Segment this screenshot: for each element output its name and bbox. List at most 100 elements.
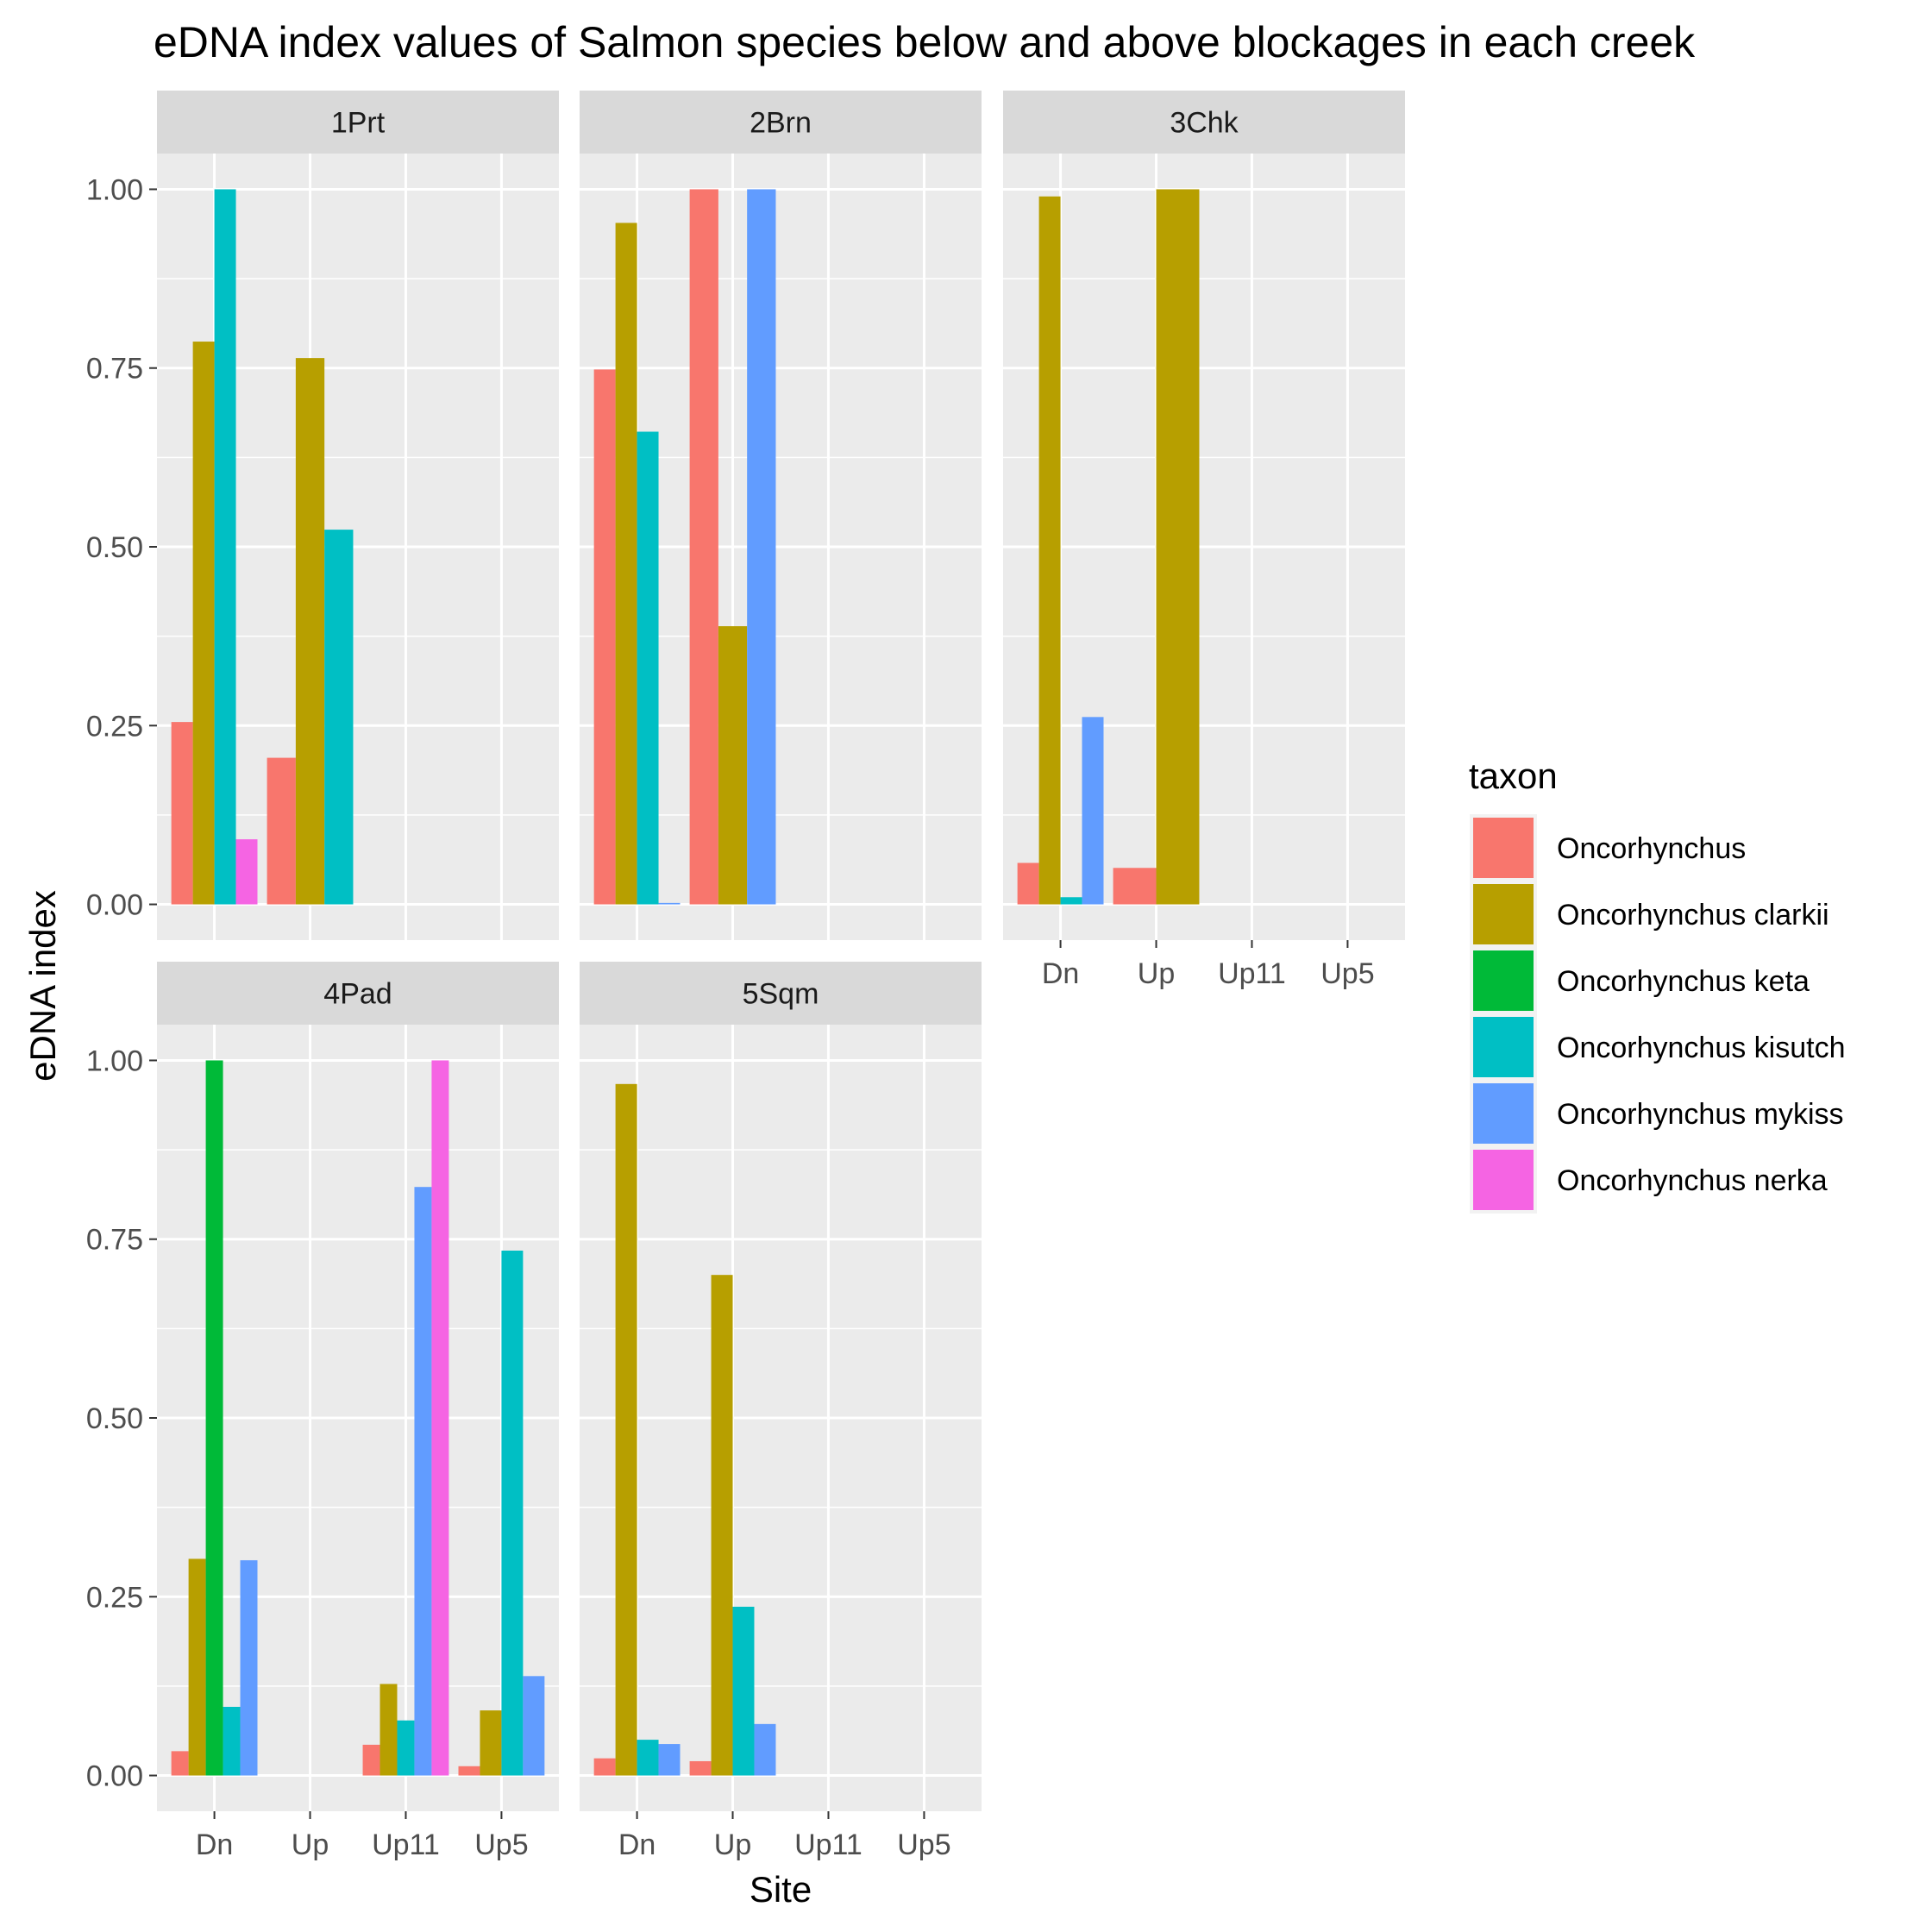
bar [1038,196,1061,905]
legend-label: Oncorhynchus clarkii [1557,899,1829,932]
bar [718,626,748,905]
x-tick-label: Up11 [1218,957,1286,990]
y-tick-label: 0.50 [86,1402,143,1435]
legend-label: Oncorhynchus mykiss [1557,1098,1844,1131]
legend: taxon Oncorhynchus Oncorhynchus clarkii On… [1469,756,1846,1214]
facet-panel: 3Chk Dn Up Up11 Up5 [1003,91,1405,990]
legend-label: Oncorhynchus nerka [1557,1164,1828,1197]
legend-swatch [1473,1017,1534,1077]
bar [171,722,193,905]
bar [223,1706,241,1776]
facet-panel: 5Sqm Dn Up Up11 Up5 [580,962,982,1861]
y-tick-label: 0.50 [86,531,143,564]
bar [1017,862,1039,905]
legend-swatch [1473,1083,1534,1144]
facet-panel: 4Pad 0.00 0.25 0.50 0.75 1.00 Dn Up Up11 Up5 [86,962,559,1861]
facet-strip [580,962,982,1025]
legend-entry: Oncorhynchus mykiss [1470,1080,1844,1147]
facet-strip-label: 5Sqm [743,978,819,1011]
x-axis-title: Site [750,1869,812,1910]
y-tick-label: 0.25 [86,710,143,743]
bar [747,189,776,905]
facet-strip-label: 3Chk [1170,107,1239,140]
facet-strip-label: 1Prt [331,107,386,140]
legend-swatch [1473,950,1534,1011]
y-tick-label: 0.00 [86,889,143,922]
bar [593,369,616,905]
bar [615,223,637,905]
bar [658,902,681,905]
bar [754,1723,776,1776]
bar [267,757,296,905]
y-axis-title: eDNA index [22,890,63,1082]
bar [295,358,325,905]
bar [380,1684,398,1776]
bar [689,189,718,905]
y-tick-label: 0.00 [86,1760,143,1793]
legend-entry: Oncorhynchus nerka [1470,1146,1828,1214]
x-tick-label: Dn [618,1828,656,1861]
bar [214,189,236,905]
bar [1113,868,1157,905]
bar [431,1060,449,1776]
bar [235,839,258,905]
x-tick-label: Up11 [372,1828,440,1861]
bar [689,1760,712,1776]
facet-panels: 1Prt 0.00 0.25 0.50 0.75 1.00 2Brn 3Chk Dn Up Up11… [86,91,1405,1861]
bar [188,1559,206,1776]
bar [192,342,215,905]
bar [324,530,354,905]
legend-swatch [1473,1150,1534,1210]
y-tick-label: 1.00 [86,173,143,206]
x-tick-label: Dn [1042,957,1079,990]
bar [171,1751,189,1776]
x-tick-label: Up [1138,957,1175,990]
facet-panel: 1Prt 0.00 0.25 0.50 0.75 1.00 [86,91,559,940]
bar [480,1710,502,1776]
facet-strip-label: 2Brn [750,107,812,140]
bar [458,1766,480,1776]
bar [501,1250,524,1776]
bar [615,1083,637,1776]
bar [658,1744,681,1776]
legend-entry: Oncorhynchus keta [1470,947,1810,1014]
facet-panel: 2Brn [580,91,982,940]
bar [414,1187,432,1776]
x-tick-label: Up [714,1828,751,1861]
y-tick-label: 0.75 [86,1224,143,1257]
x-tick-label: Up5 [1320,957,1374,990]
bar [637,1740,659,1776]
legend-label: Oncorhynchus [1557,832,1746,865]
bar [240,1559,258,1776]
bar [1156,189,1200,905]
facet-strip-label: 4Pad [323,978,392,1011]
legend-entry: Oncorhynchus [1470,814,1746,881]
bar [1082,717,1104,905]
bar [362,1744,380,1776]
legend-entry: Oncorhynchus clarkii [1470,881,1829,948]
x-tick-label: Up5 [897,1828,950,1861]
y-tick-label: 1.00 [86,1044,143,1077]
bar [1060,897,1082,905]
facet-strip [1003,91,1405,154]
x-tick-label: Up5 [474,1828,528,1861]
legend-label: Oncorhynchus keta [1557,965,1810,998]
bar [205,1060,223,1776]
facet-strip [157,91,559,154]
x-tick-label: Up11 [794,1828,862,1861]
chart-title: eDNA index values of Salmon species belo… [154,18,1696,66]
bar [593,1758,616,1776]
bar [711,1275,733,1776]
legend-label: Oncorhynchus kisutch [1557,1032,1846,1064]
y-tick-label: 0.25 [86,1581,143,1614]
bar [523,1676,545,1776]
y-tick-label: 0.75 [86,353,143,386]
bar [397,1720,415,1776]
legend-swatch [1473,818,1534,878]
x-tick-label: Up [292,1828,329,1861]
legend-title: taxon [1469,756,1558,796]
bar [732,1606,755,1776]
facet-strip [157,962,559,1025]
facet-strip [580,91,982,154]
